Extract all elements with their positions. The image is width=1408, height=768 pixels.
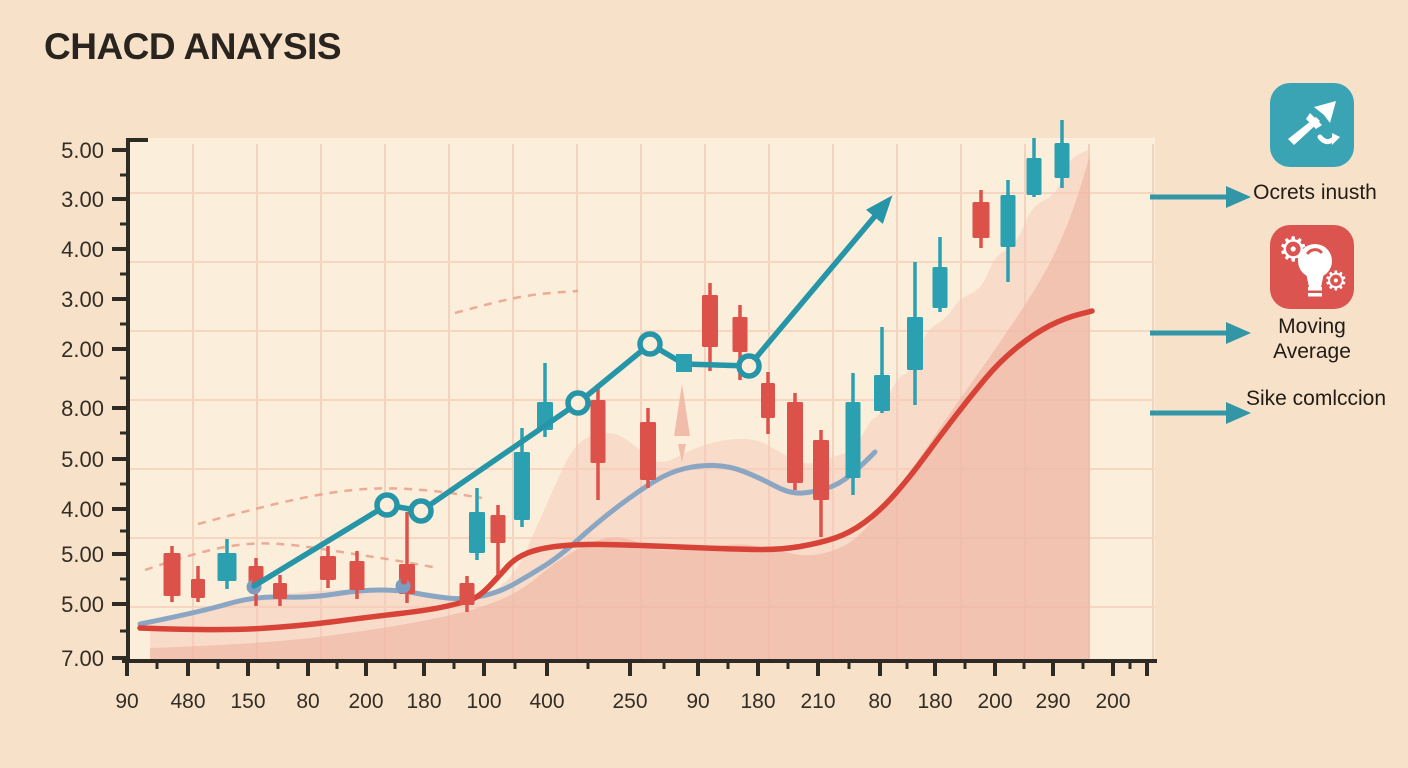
y-axis-label: 2.00 bbox=[61, 337, 104, 362]
candle-body bbox=[732, 317, 748, 352]
x-axis-label: 150 bbox=[230, 690, 265, 713]
x-axis-label: 480 bbox=[170, 690, 205, 713]
signal-arrowhead bbox=[865, 195, 893, 224]
x-axis-label: 290 bbox=[1035, 690, 1070, 713]
dashed-curve bbox=[197, 487, 483, 526]
y-axis-label: 5.00 bbox=[61, 447, 104, 472]
candle-body bbox=[191, 579, 205, 598]
x-axis-label: 90 bbox=[686, 690, 709, 713]
bulb-gears-icon: ⚙ ⚙ bbox=[1270, 225, 1354, 309]
signal-marker-circle bbox=[736, 353, 762, 379]
x-axis-label: 80 bbox=[296, 690, 319, 713]
candle-body bbox=[1026, 158, 1042, 195]
momentum-area-salmon bbox=[150, 155, 1090, 661]
signal-marker-circle bbox=[637, 331, 663, 357]
pointer-arrow-icon bbox=[1150, 186, 1251, 208]
dashed-trend-curves bbox=[144, 289, 579, 572]
dashed-curve bbox=[454, 289, 579, 315]
x-axis-label: 200 bbox=[977, 690, 1012, 713]
lightbulb-icon bbox=[1298, 244, 1332, 297]
candle-body bbox=[972, 202, 990, 238]
candle-body bbox=[273, 583, 287, 599]
candle-body bbox=[514, 452, 530, 520]
x-axis-label: 90 bbox=[115, 690, 138, 713]
momentum-area-light bbox=[150, 150, 1090, 661]
salmon-arrow-icon bbox=[678, 444, 686, 462]
y-axis-label: 8.00 bbox=[61, 396, 104, 421]
signal-marker-circle bbox=[408, 498, 434, 524]
candlestick-chart: 5.00 3.00 4.00 3.00 2.00 8.00 5.00 4.00 5.00 5.00… bbox=[61, 120, 1157, 713]
signal-marker-circle bbox=[565, 390, 591, 416]
x-axis-label: 180 bbox=[917, 690, 952, 713]
candle-body bbox=[163, 553, 181, 596]
candle-body bbox=[874, 375, 890, 411]
legend-panel: Ocrets inusth ⚙ ⚙ Moving Average Sike co… bbox=[1130, 70, 1408, 430]
x-axis-label: 100 bbox=[466, 690, 501, 713]
y-axis-label: 5.00 bbox=[61, 542, 104, 567]
gear-icon: ⚙ bbox=[1323, 266, 1348, 297]
pointer-arrow-icon bbox=[1150, 402, 1251, 424]
candle-body bbox=[907, 317, 923, 370]
moving-average-line-blue bbox=[137, 449, 878, 627]
candle-body bbox=[845, 402, 861, 478]
y-axis-label: 7.00 bbox=[61, 646, 104, 671]
x-axis-label: 200 bbox=[348, 690, 383, 713]
dashed-curve bbox=[144, 542, 439, 572]
x-axis-label: 200 bbox=[1095, 690, 1130, 713]
y-axis-label: 4.00 bbox=[61, 237, 104, 262]
candle-body bbox=[349, 561, 365, 590]
legend-label-moving-average: Moving Average bbox=[1273, 315, 1351, 363]
x-axis-label: 210 bbox=[800, 690, 835, 713]
pointer-arrow-icon bbox=[1150, 322, 1251, 344]
candle-body bbox=[490, 515, 506, 543]
x-axis-label: 180 bbox=[740, 690, 775, 713]
y-axis-label: 3.00 bbox=[61, 287, 104, 312]
y-axis-label: 3.00 bbox=[61, 187, 104, 212]
candle-body bbox=[320, 556, 336, 580]
candle-body bbox=[761, 383, 775, 418]
salmon-arrow-icon bbox=[674, 384, 690, 436]
y-axis: 5.00 3.00 4.00 3.00 2.00 8.00 5.00 4.00 5.00 5.00… bbox=[61, 138, 128, 671]
signal-marker-circle bbox=[374, 492, 400, 518]
candle-body bbox=[469, 512, 485, 553]
legend-label-ocrets: Ocrets inusth bbox=[1253, 181, 1377, 204]
x-axis: 90 480 150 80 200 180 100 400 250 90 180 210 80 180 20… bbox=[115, 661, 1149, 713]
candle-body bbox=[787, 402, 803, 483]
trend-up-arrow-icon bbox=[1270, 83, 1354, 167]
candlestick-series bbox=[163, 120, 1070, 612]
candle-body bbox=[459, 583, 475, 605]
marble-dot-cap bbox=[400, 577, 408, 585]
candle-body bbox=[702, 295, 718, 347]
y-axis-label: 4.00 bbox=[61, 497, 104, 522]
candle-body bbox=[590, 400, 606, 463]
candle-body bbox=[1054, 143, 1070, 178]
moving-average-line-red bbox=[137, 308, 1095, 633]
candle-body bbox=[1000, 195, 1016, 247]
candle-body bbox=[640, 422, 656, 480]
signal-line bbox=[251, 195, 893, 589]
momentum-area-fill bbox=[150, 150, 1090, 661]
legend-label-sike: Sike comlccion bbox=[1245, 387, 1387, 410]
y-axis-label: 5.00 bbox=[61, 592, 104, 617]
gear-icon: ⚙ bbox=[1278, 230, 1309, 270]
candle-body bbox=[932, 267, 948, 308]
candle-body bbox=[813, 440, 829, 500]
x-axis-label: 250 bbox=[612, 690, 647, 713]
x-axis-label: 180 bbox=[406, 690, 441, 713]
y-axis-label: 5.00 bbox=[61, 138, 104, 163]
x-axis-label: 80 bbox=[868, 690, 891, 713]
x-axis-label: 400 bbox=[529, 690, 564, 713]
signal-marker-square bbox=[676, 354, 692, 372]
candle-body bbox=[217, 553, 237, 581]
page-title: CHACD ANAYSIS bbox=[44, 26, 342, 67]
